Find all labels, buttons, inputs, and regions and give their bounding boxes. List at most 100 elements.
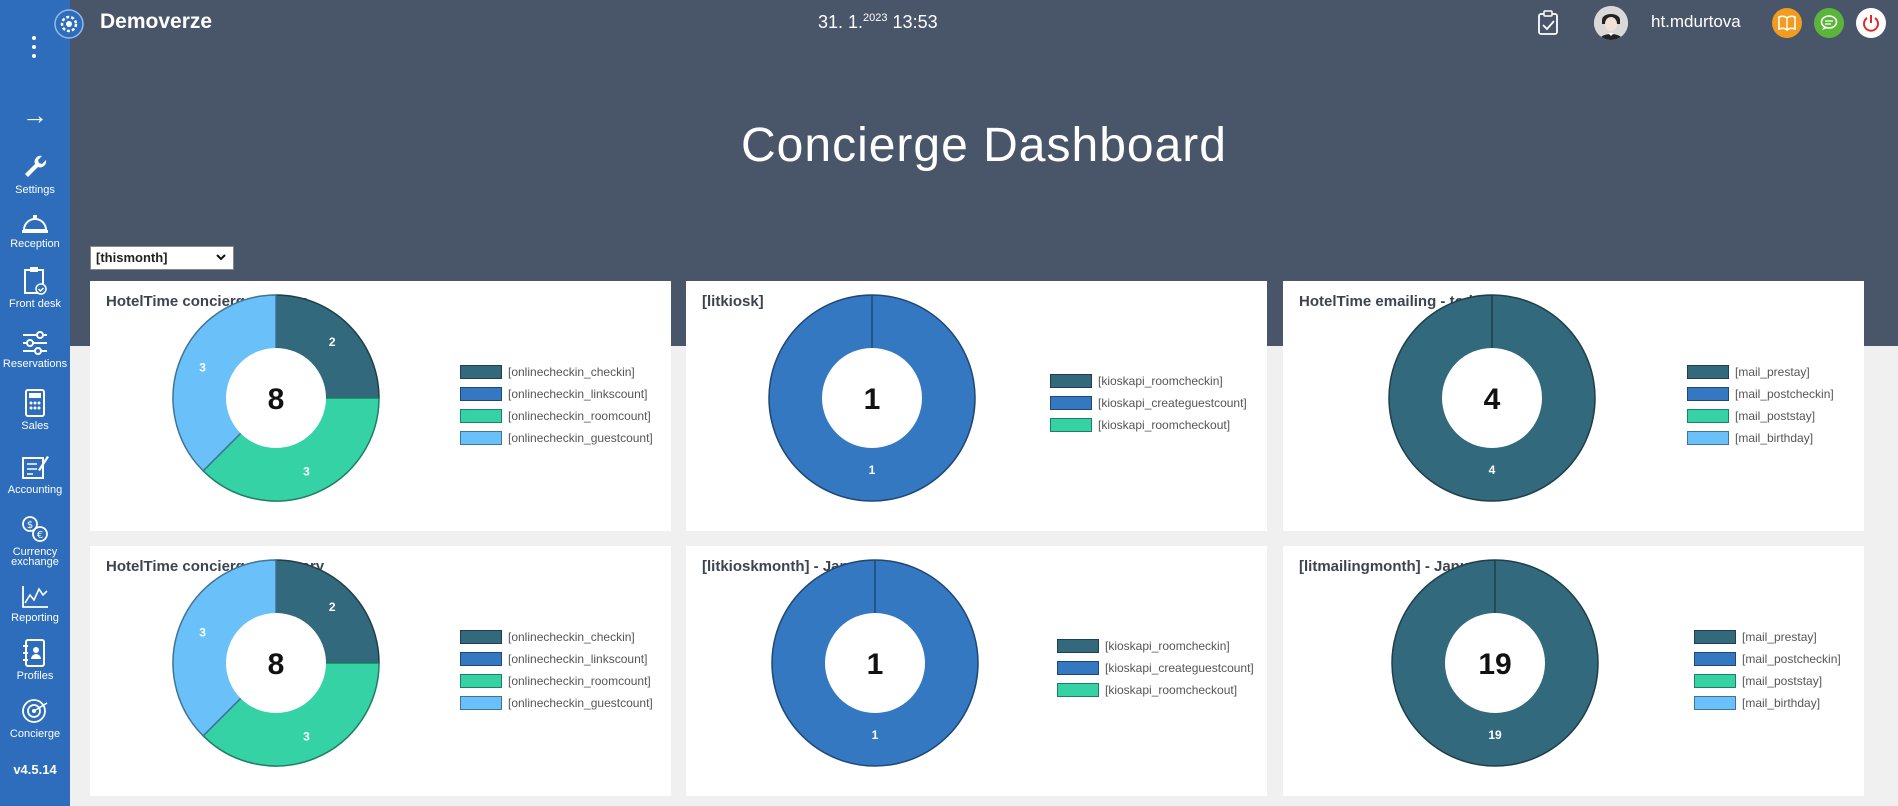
chart-legend: [kioskapi_roomcheckin] [kioskapi_creategu… (1050, 374, 1247, 440)
sidebar-item-settings[interactable]: Settings (0, 152, 70, 196)
legend-item[interactable]: [kioskapi_createguestcount] (1057, 661, 1254, 683)
legend-label: [mail_prestay] (1742, 630, 1817, 644)
donut-hole (226, 348, 326, 448)
legend-item[interactable]: [mail_poststay] (1694, 674, 1841, 696)
slice-value-label: 2 (329, 600, 336, 614)
legend-swatch (1687, 431, 1729, 445)
chart-card: HotelTime concierge - today 2 3 3 8 [onlinech… (90, 281, 671, 531)
legend-label: [kioskapi_createguestcount] (1105, 661, 1254, 675)
legend-label: [kioskapi_roomcheckout] (1105, 683, 1238, 697)
donut-slice[interactable] (172, 559, 277, 737)
chart-title: [litmailingmonth] - January (1299, 558, 1492, 575)
chart-legend: [onlinecheckin_checkin] [onlinecheckin_li… (460, 630, 653, 718)
legend-item[interactable]: [mail_birthday] (1687, 431, 1834, 453)
reception-bell-icon (22, 215, 48, 233)
legend-item[interactable]: [onlinecheckin_guestcount] (460, 696, 653, 718)
donut-chart: 11 (771, 559, 979, 767)
legend-label: [mail_postcheckin] (1742, 652, 1841, 666)
legend-label: [kioskapi_roomcheckin] (1105, 639, 1230, 653)
more-menu-icon[interactable] (24, 36, 44, 66)
gear-logo-icon[interactable] (54, 9, 84, 39)
legend-item[interactable]: [kioskapi_roomcheckout] (1057, 683, 1254, 705)
legend-item[interactable]: [kioskapi_roomcheckin] (1050, 374, 1247, 396)
legend-label: [onlinecheckin_linkscount] (508, 387, 648, 401)
legend-item[interactable]: [onlinecheckin_linkscount] (460, 652, 653, 674)
chart-legend: [kioskapi_roomcheckin] [kioskapi_creategu… (1057, 639, 1254, 705)
legend-swatch (1687, 365, 1729, 379)
legend-swatch (1057, 683, 1099, 697)
legend-item[interactable]: [onlinecheckin_checkin] (460, 365, 653, 387)
sidebar-item-front-desk[interactable]: Front desk (0, 266, 70, 310)
legend-item[interactable]: [mail_poststay] (1687, 409, 1834, 431)
donut-slice[interactable] (202, 662, 380, 767)
legend-swatch (1687, 387, 1729, 401)
legend-swatch (1050, 418, 1092, 432)
chart-title: HotelTime emailing - today (1299, 293, 1490, 310)
legend-swatch (460, 431, 502, 445)
legend-swatch (1050, 374, 1092, 388)
legend-swatch (1694, 630, 1736, 644)
sidebar-item-reception[interactable]: Reception (0, 210, 70, 250)
donut-chart: 44 (1388, 294, 1596, 502)
sidebar-item-reservations[interactable]: Reservations (0, 330, 70, 370)
sidebar-item-accounting[interactable]: Accounting (0, 452, 70, 496)
legend-label: [kioskapi_roomcheckout] (1098, 418, 1231, 432)
sidebar-item-sales[interactable]: Sales (0, 388, 70, 432)
period-select[interactable]: [thismonth] (90, 246, 234, 270)
legend-label: [mail_poststay] (1735, 409, 1816, 423)
legend-item[interactable]: [onlinecheckin_roomcount] (460, 674, 653, 696)
legend-item[interactable]: [mail_postcheckin] (1694, 652, 1841, 674)
username[interactable]: ht.mdurtova (1651, 12, 1741, 31)
legend-label: [onlinecheckin_checkin] (508, 365, 635, 379)
legend-item[interactable]: [mail_postcheckin] (1687, 387, 1834, 409)
legend-label: [onlinecheckin_checkin] (508, 630, 635, 644)
legend-label: [onlinecheckin_roomcount] (508, 409, 651, 423)
concierge-target-icon (22, 699, 48, 723)
legend-item[interactable]: [onlinecheckin_linkscount] (460, 387, 653, 409)
calculator-icon (25, 389, 45, 417)
period-select-value: [thismonth] (96, 250, 168, 265)
donut-total-label: 19 (1478, 648, 1511, 681)
legend-item[interactable]: [onlinecheckin_roomcount] (460, 409, 653, 431)
slice-value-label: 4 (1489, 463, 1496, 477)
legend-swatch (1694, 674, 1736, 688)
donut-chart: 2 3 3 8 (172, 294, 380, 502)
app-version: v4.5.14 (13, 762, 57, 777)
legend-swatch (460, 630, 502, 644)
chat-button[interactable] (1814, 8, 1844, 38)
chart-legend: [mail_prestay] [mail_postcheckin] [mail_po… (1687, 365, 1834, 453)
user-avatar[interactable] (1594, 6, 1628, 40)
legend-swatch (460, 674, 502, 688)
legend-item[interactable]: [mail_prestay] (1687, 365, 1834, 387)
legend-item[interactable]: [mail_prestay] (1694, 630, 1841, 652)
sidebar-item-profiles[interactable]: Profiles (0, 638, 70, 682)
legend-item[interactable]: [kioskapi_roomcheckin] (1057, 639, 1254, 661)
chevron-down-icon (216, 254, 226, 261)
legend-item[interactable]: [kioskapi_roomcheckout] (1050, 418, 1247, 440)
donut-slice[interactable] (202, 397, 380, 502)
legend-item[interactable]: [onlinecheckin_checkin] (460, 630, 653, 652)
power-icon (1863, 15, 1879, 32)
chart-card: [litmailingmonth] - January 19 19 [mail_pre… (1283, 546, 1864, 796)
legend-label: [mail_birthday] (1735, 431, 1814, 445)
chart-card: [litkiosk] 1 1 [kioskapi_roomcheckin] [kiosk… (686, 281, 1267, 531)
app-name: Demoverze (100, 10, 213, 33)
donut-hole (1445, 613, 1545, 713)
sidebar-item-currency-exchange[interactable]: $ € Currency exchange (0, 514, 70, 568)
expand-arrow-icon[interactable]: → (22, 100, 48, 130)
donut-slice[interactable] (172, 294, 277, 472)
legend-item[interactable]: [onlinecheckin_guestcount] (460, 431, 653, 453)
chart-card: HotelTime emailing - today 4 4 [mail_presta… (1283, 281, 1864, 531)
legend-item[interactable]: [mail_birthday] (1694, 696, 1841, 718)
task-clipboard-icon[interactable] (1537, 10, 1559, 36)
donut-hole (825, 613, 925, 713)
sidebar-item-reporting[interactable]: Reporting (0, 584, 70, 624)
chart-card: HotelTime concierge - January 2 3 3 8 [online… (90, 546, 671, 796)
sidebar-item-concierge[interactable]: Concierge (0, 696, 70, 740)
legend-item[interactable]: [kioskapi_createguestcount] (1050, 396, 1247, 418)
donut-chart: 11 (768, 294, 976, 502)
logout-button[interactable] (1856, 8, 1886, 38)
donut-hole (226, 613, 326, 713)
sidebar: → Settings Reception Front desk Reservat… (0, 0, 70, 806)
help-book-button[interactable] (1772, 8, 1802, 38)
